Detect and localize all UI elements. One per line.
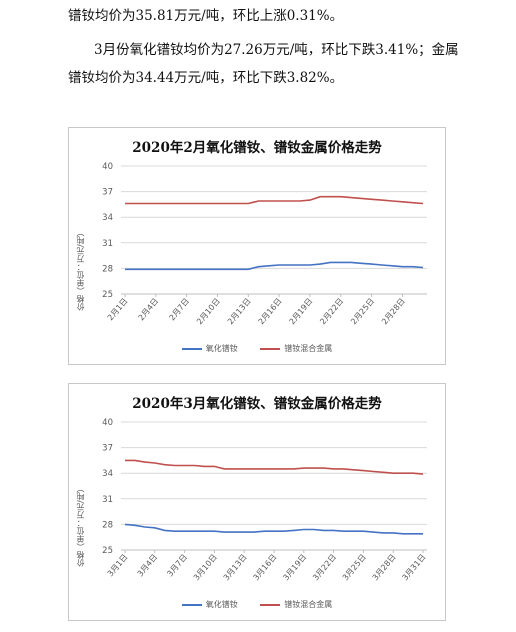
y-tick-label: 37 <box>102 444 113 454</box>
series-line-oxide <box>124 523 423 535</box>
x-tick-label: 2月16日 <box>257 297 284 327</box>
x-tick-label: 2月19日 <box>287 297 314 327</box>
legend-swatch-oxide <box>181 347 202 350</box>
chart-legend: 氧化镨钕 镨钕混合金属 <box>69 343 445 354</box>
x-tick-label: 3月25日 <box>341 553 368 583</box>
x-tick-label: 2月28日 <box>380 297 407 327</box>
x-tick-label: 2月10日 <box>195 297 222 327</box>
series-line-metal <box>125 459 424 475</box>
chart-title: 2020年3月氧化镨钕、镨钕金属价格走势 <box>132 396 382 412</box>
y-tick-label: 40 <box>102 162 113 172</box>
x-tick-label: 3月31日 <box>401 553 428 583</box>
legend-label-oxide: 氧化镨钕 <box>205 600 238 609</box>
series-line-oxide <box>125 261 424 271</box>
legend-swatch-oxide <box>181 603 202 606</box>
x-tick-label: 3月10日 <box>192 553 219 583</box>
series-line-metal <box>125 195 424 205</box>
chart-legend: 氧化镨钕 镨钕混合金属 <box>69 599 445 610</box>
legend-item-oxide: 氧化镨钕 <box>181 343 238 354</box>
chart-title: 2020年2月氧化镨钕、镨钕金属价格走势 <box>132 140 382 156</box>
legend-label-metal: 镨钕混合金属 <box>284 344 333 353</box>
legend-item-oxide: 氧化镨钕 <box>181 599 238 610</box>
y-tick-label: 37 <box>102 188 113 198</box>
x-tick-label: 2月13日 <box>226 297 253 327</box>
y-tick-label: 28 <box>102 520 113 530</box>
march-price-chart: 2020年3月氧化镨钕、镨钕金属价格走势 价格（单位：万元/吨） 25 28 31 3… <box>68 383 446 621</box>
legend-item-metal: 镨钕混合金属 <box>260 599 332 610</box>
y-tick-label: 28 <box>102 264 113 274</box>
y-tick-label: 31 <box>102 495 113 505</box>
y-tick-label: 25 <box>102 546 113 556</box>
x-tick-label: 3月4日 <box>136 553 160 579</box>
x-tick-label: 2月7日 <box>167 297 191 323</box>
legend-label-oxide: 氧化镨钕 <box>205 344 238 353</box>
paragraph-line-1: 镨钕均价为35.81万元/吨，环比上涨0.31%。 <box>68 8 344 24</box>
x-tick-label: 3月19日 <box>281 553 308 583</box>
paragraph-line-3: 镨钕均价为34.44万元/吨，环比下跌3.82%。 <box>68 70 344 86</box>
y-tick-label: 34 <box>102 469 113 479</box>
y-tick-label: 31 <box>102 239 113 249</box>
legend-swatch-metal <box>260 603 281 606</box>
paragraph-line-2: 3月份氧化镨钕均价为27.26万元/吨，环比下跌3.41%；金属 <box>94 42 459 58</box>
x-tick-label: 2月4日 <box>137 297 161 323</box>
x-tick-label: 2月25日 <box>349 297 376 327</box>
legend-swatch-metal <box>260 347 281 350</box>
x-tick-label: 3月16日 <box>252 553 279 583</box>
x-tick-label: 2月1日 <box>106 297 130 323</box>
x-tick-label: 3月1日 <box>106 553 130 579</box>
x-tick-label: 3月13日 <box>222 553 249 583</box>
x-tick-label: 3月22日 <box>311 553 338 583</box>
y-tick-label: 34 <box>102 213 113 223</box>
x-tick-label: 2月22日 <box>318 297 345 327</box>
y-tick-label: 40 <box>102 418 113 428</box>
legend-item-metal: 镨钕混合金属 <box>260 343 332 354</box>
x-tick-label: 3月28日 <box>371 553 398 583</box>
legend-label-metal: 镨钕混合金属 <box>284 600 333 609</box>
february-price-chart: 2020年2月氧化镨钕、镨钕金属价格走势 价格（单位：万元/吨） 25 28 31 3… <box>68 127 446 365</box>
x-tick-label: 3月7日 <box>165 553 189 579</box>
y-tick-label: 25 <box>102 290 113 300</box>
